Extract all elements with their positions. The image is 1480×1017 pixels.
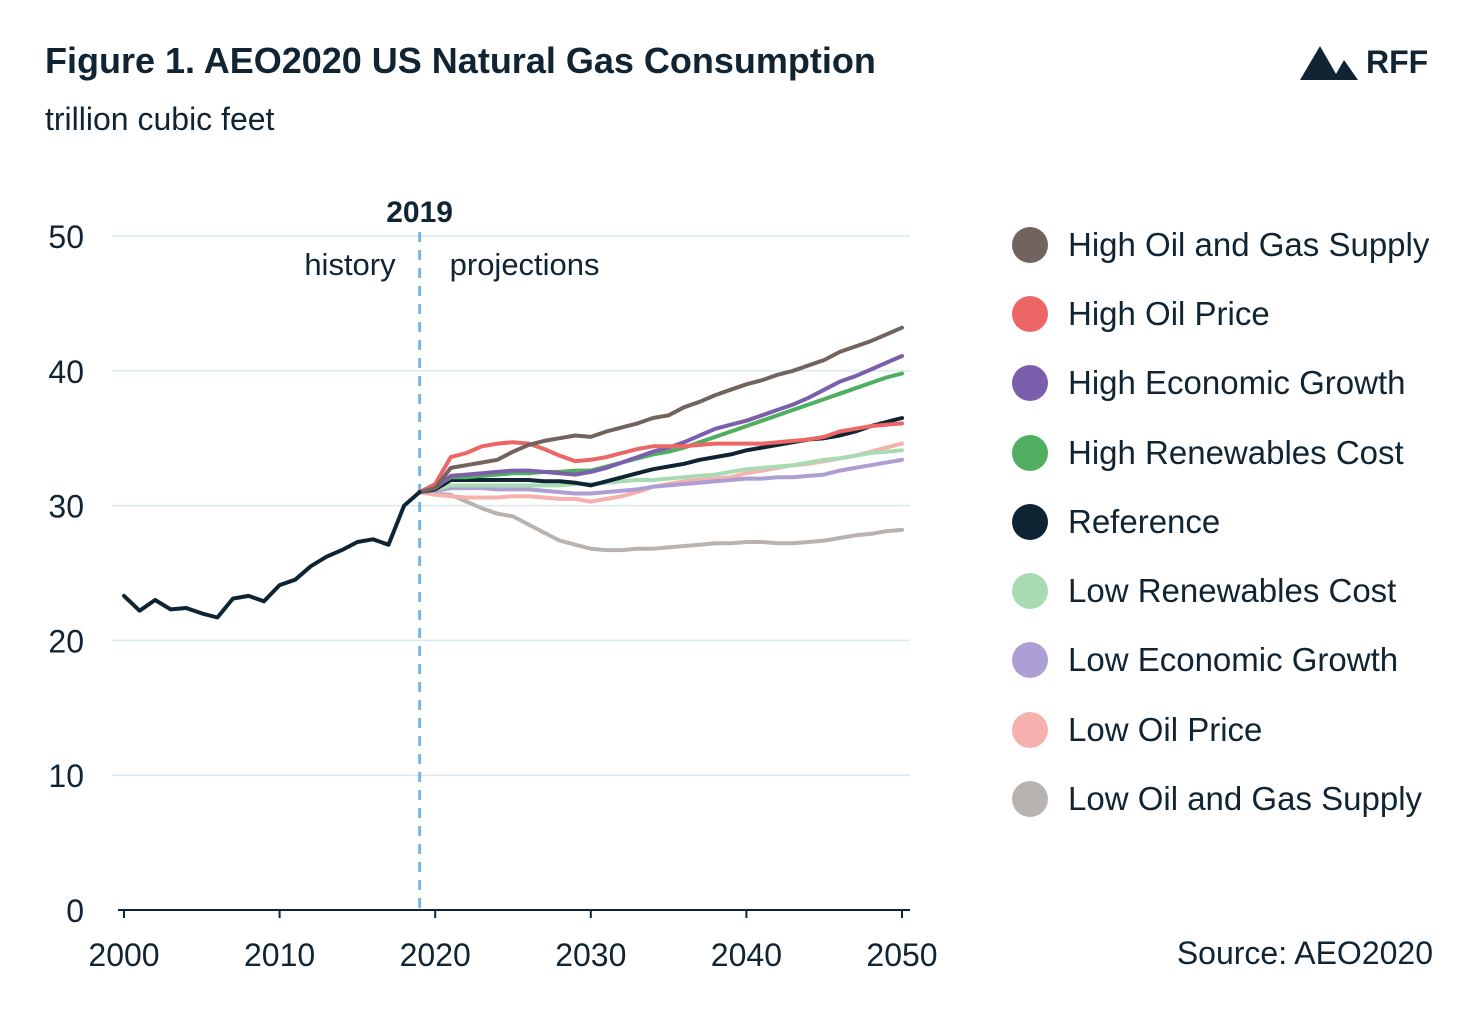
y-tick-label: 20: [48, 623, 84, 659]
legend-label: High Oil and Gas Supply: [1068, 225, 1430, 263]
legend-label: High Oil Price: [1068, 294, 1270, 332]
legend-swatch: [1012, 434, 1048, 471]
x-tick-label: 2000: [88, 937, 159, 973]
source-note: Source: AEO2020: [1176, 935, 1433, 971]
projections-label: projections: [450, 247, 600, 282]
legend-item: Low Oil and Gas Supply: [1012, 764, 1429, 833]
x-tick-label: 2050: [866, 937, 937, 973]
legend-label: Low Renewables Cost: [1068, 572, 1397, 610]
series-line: [417, 354, 904, 495]
y-tick-label: 0: [66, 893, 84, 929]
legend-item: High Oil and Gas Supply: [1012, 210, 1429, 279]
legend-item: Low Oil Price: [1012, 695, 1429, 764]
divider-label: 2019: [386, 196, 453, 229]
legend-item: High Oil Price: [1012, 279, 1429, 348]
page-title: Figure 1. AEO2020 US Natural Gas Consump…: [45, 40, 876, 81]
series-line: [417, 421, 904, 495]
legend-label: Low Oil Price: [1068, 710, 1263, 748]
legend-label: High Economic Growth: [1068, 364, 1406, 402]
legend-swatch: [1012, 503, 1048, 540]
legend-label: Reference: [1068, 502, 1221, 540]
y-tick-label: 30: [48, 489, 84, 525]
series-line: [417, 457, 904, 496]
legend-swatch: [1012, 711, 1048, 748]
history-line: [122, 490, 422, 620]
y-tick-label: 40: [48, 354, 84, 390]
legend-swatch: [1012, 365, 1048, 402]
history-label: history: [304, 247, 396, 282]
legend-item: Low Renewables Cost: [1012, 556, 1429, 625]
legend-item: Reference: [1012, 487, 1429, 556]
x-tick-label: 2020: [400, 937, 471, 973]
x-tick-label: 2010: [244, 937, 315, 973]
y-tick-label: 10: [48, 758, 84, 794]
chart-legend: High Oil and Gas Supply High Oil Price Hig…: [1012, 210, 1429, 834]
x-tick-label: 2040: [711, 937, 782, 973]
legend-label: Low Oil and Gas Supply: [1068, 780, 1423, 818]
series-line: [417, 448, 904, 495]
legend-swatch: [1012, 642, 1048, 679]
mountain-icon: [1300, 46, 1358, 80]
legend-item: High Economic Growth: [1012, 349, 1429, 418]
legend-item: High Renewables Cost: [1012, 418, 1429, 487]
series-line: [417, 371, 904, 495]
logo-text: RFF: [1366, 43, 1429, 80]
legend-label: Low Economic Growth: [1068, 641, 1399, 679]
chart-subtitle: trillion cubic feet: [45, 101, 275, 137]
series-line: [417, 490, 904, 553]
legend-swatch: [1012, 226, 1048, 263]
y-tick-label: 50: [48, 219, 84, 255]
legend-item: Low Economic Growth: [1012, 626, 1429, 695]
legend-swatch: [1012, 573, 1048, 610]
legend-swatch: [1012, 781, 1048, 818]
legend-swatch: [1012, 295, 1048, 332]
legend-label: High Renewables Cost: [1068, 433, 1404, 471]
x-tick-label: 2030: [555, 937, 626, 973]
rff-logo: RFF: [1300, 42, 1428, 82]
series-line: [417, 325, 904, 495]
